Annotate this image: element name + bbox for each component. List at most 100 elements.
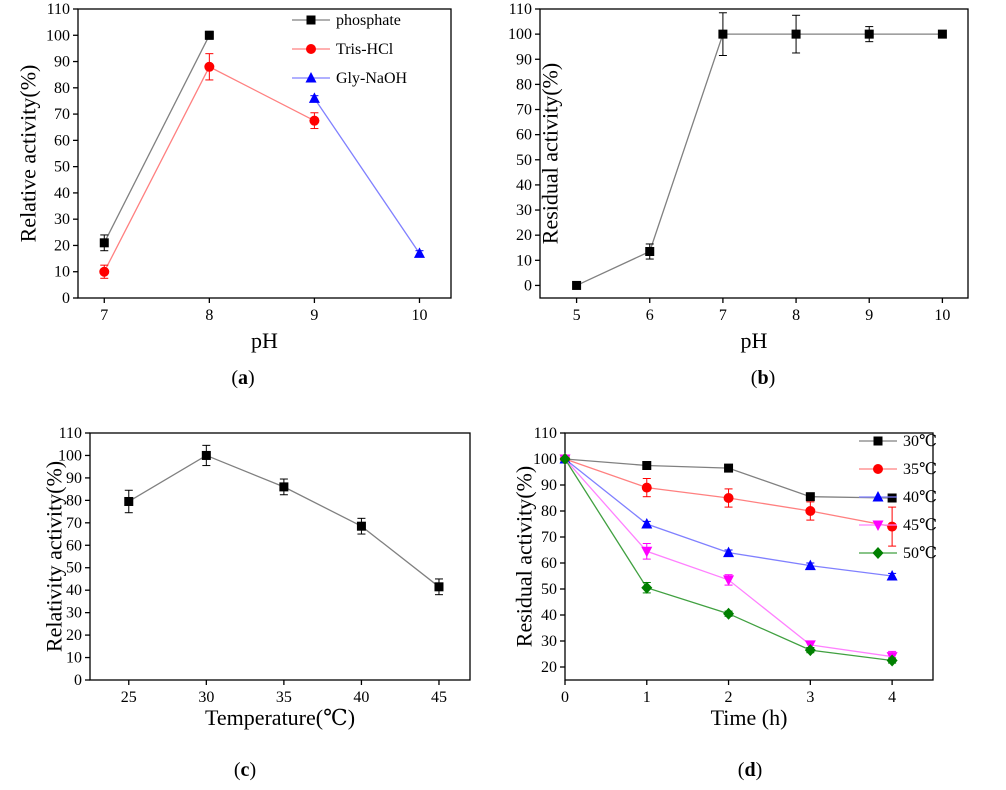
x-tick-label: 35 [276, 689, 292, 706]
x-tick-label: 8 [792, 307, 800, 324]
y-tick-label: 110 [59, 425, 82, 442]
data-point [434, 582, 444, 592]
data-point [572, 280, 582, 290]
data-point [99, 238, 109, 248]
y-tick-label: 70 [541, 529, 557, 546]
legend-label: 50℃ [903, 545, 937, 562]
data-point [805, 506, 816, 516]
x-tick-label: 10 [411, 307, 427, 324]
x-tick-label: 7 [100, 307, 108, 324]
y-tick-label: 50 [541, 581, 557, 598]
legend: 30℃ 35℃ 40℃ 45℃ 50℃ [859, 433, 937, 562]
y-tick-label: 80 [66, 492, 82, 509]
data-point [791, 29, 801, 39]
series-line [576, 33, 943, 287]
x-tick-label: 10 [934, 307, 950, 324]
legend-label: phosphate [336, 12, 401, 29]
data-point [204, 61, 215, 72]
y-tick-label: 50 [516, 152, 532, 169]
y-tick-label: 10 [66, 650, 82, 667]
y-tick-label: 60 [54, 132, 70, 149]
y-tick-label: 10 [54, 264, 70, 281]
y-tick-label: 40 [66, 582, 82, 599]
y-tick-label: 90 [66, 470, 82, 487]
y-tick-label: 110 [534, 425, 557, 442]
data-point [864, 29, 874, 39]
data-point [99, 266, 110, 277]
x-tick-label: 40 [353, 689, 369, 706]
x-tick-label: 7 [719, 307, 727, 324]
y-tick-label: 20 [66, 627, 82, 644]
data-point [124, 496, 134, 506]
data-point [413, 247, 425, 258]
legend-marker [306, 15, 316, 25]
y-tick-label: 60 [516, 127, 532, 144]
data-point [723, 546, 735, 558]
y-tick-label: 70 [54, 106, 70, 123]
y-tick-label: 100 [46, 27, 70, 44]
x-tick-label: 5 [573, 307, 581, 324]
y-tick-label: 50 [54, 159, 70, 176]
data-point [559, 453, 571, 465]
data-point [724, 463, 734, 473]
data-point [309, 115, 320, 126]
x-tick-label: 45 [431, 689, 447, 706]
series-Gly-NaOH [308, 92, 425, 258]
legend-label: 30℃ [903, 433, 937, 450]
x-axis-title: Time (h) [711, 705, 788, 730]
data-point [204, 30, 214, 40]
x-tick-label: 9 [310, 307, 318, 324]
x-axis-title: Temperature(℃) [205, 705, 355, 730]
y-tick-label: 50 [66, 560, 82, 577]
y-tick-label: 70 [66, 515, 82, 532]
series-series-0 [124, 444, 444, 596]
series-line [103, 65, 315, 273]
data-point [641, 546, 653, 558]
x-tick-label: 3 [806, 689, 814, 706]
series-phosphate [99, 30, 214, 252]
panel-a: 7 8 9 100102030405060708090100110pHRelative… [16, 1, 452, 389]
data-point [887, 521, 898, 532]
y-tick-label: 40 [516, 177, 532, 194]
legend-marker [872, 520, 884, 531]
y-tick-label: 40 [54, 185, 70, 202]
y-tick-label: 0 [74, 672, 82, 689]
y-tick-label: 20 [541, 659, 557, 676]
data-point [642, 461, 652, 470]
panel-label: (a) [231, 367, 254, 389]
y-tick-label: 90 [54, 54, 70, 71]
x-axis-title: pH [741, 328, 768, 353]
y-tick-label: 60 [541, 555, 557, 572]
y-tick-label: 30 [541, 633, 557, 650]
plot-frame [564, 432, 934, 681]
plot-frame [539, 8, 969, 299]
x-tick-label: 2 [725, 689, 733, 706]
y-tick-label: 30 [54, 211, 70, 228]
y-tick-label: 40 [541, 607, 557, 624]
series-30℃ [560, 454, 897, 503]
x-tick-label: 4 [888, 689, 896, 706]
y-tick-label: 30 [516, 202, 532, 219]
data-point [804, 644, 816, 657]
y-tick-label: 30 [66, 605, 82, 622]
panel-b: 5 6 7 8 9 100102030405060708090100110pHResidu… [508, 1, 969, 389]
y-tick-label: 90 [516, 51, 532, 68]
panel-d: 0 1 2 3 4 20 30 40 50 60 70 80 90 100 110 Time (h) Resid… [512, 425, 937, 781]
legend-label: 40℃ [903, 489, 937, 506]
y-tick-label: 100 [533, 451, 557, 468]
legend-marker [305, 72, 317, 83]
series-series-0 [572, 12, 947, 290]
series-Tris-HCl [99, 53, 320, 279]
y-tick-label: 80 [541, 503, 557, 520]
series-50℃ [559, 453, 898, 667]
panel-label: (d) [738, 759, 762, 781]
y-tick-label: 80 [54, 80, 70, 97]
data-point [356, 521, 366, 531]
y-tick-label: 60 [66, 537, 82, 554]
legend-marker [872, 491, 884, 502]
y-tick-label: 80 [516, 76, 532, 93]
y-tick-label: 110 [47, 1, 70, 18]
x-tick-label: 8 [205, 307, 213, 324]
x-tick-label: 0 [561, 689, 569, 706]
